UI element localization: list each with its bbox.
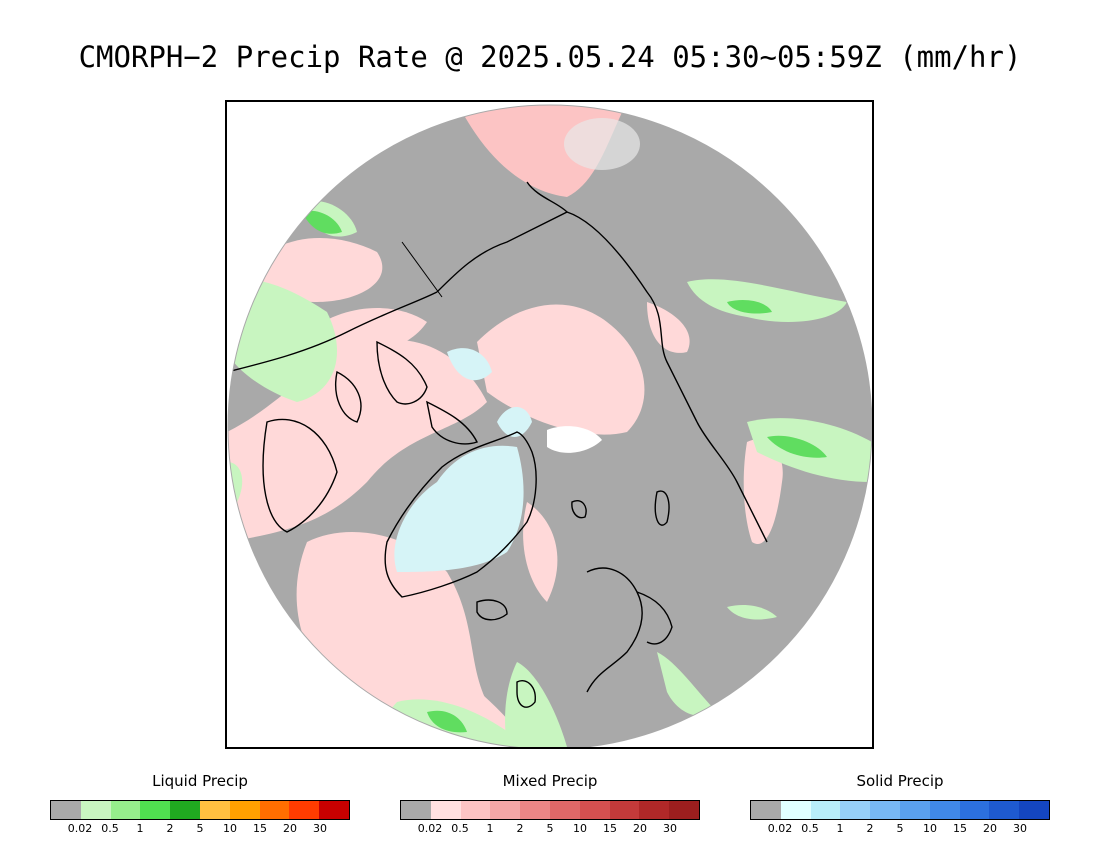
legend-swatch [549,801,580,819]
legend-swatch [199,801,230,819]
legend-tick-label: 5 [896,822,904,835]
pole-snow [547,426,602,453]
legend-swatch [460,801,491,819]
legend-ticks-solid: 0.02 0.5 1 2 5 10 15 20 30 [750,822,1050,836]
coastlines [228,181,768,708]
legend-swatch [669,801,699,819]
legend-swatch [110,801,141,819]
legend-swatch [639,801,670,819]
legend-tick-label: 0.02 [417,822,443,835]
legend-tick-label: 1 [836,822,844,835]
legend-tick-label: 30 [1013,822,1027,835]
legend-swatch [401,801,431,819]
legend-tick-label: 15 [253,822,267,835]
legend-ticks-liquid: 0.02 0.5 1 2 5 10 15 20 30 [50,822,350,836]
cloud-eddy [564,118,640,170]
legend-tick-label: 1 [486,822,494,835]
legend-tick-label: 10 [223,822,237,835]
legend-swatch [51,801,81,819]
legend-swatch [80,801,111,819]
legend-tick-label: 2 [516,822,524,835]
legend-ticks-mixed: 0.02 0.5 1 2 5 10 15 20 30 [400,822,700,836]
legend-tick-label: 0.5 [451,822,469,835]
legend-title-mixed: Mixed Precip [502,772,598,790]
legend-swatch [229,801,260,819]
legend-tick-label: 10 [923,822,937,835]
legend-tick-label: 15 [603,822,617,835]
legend-liquid: Liquid Precip 0.02 0.5 1 2 5 10 15 20 30 [50,772,350,842]
legend-swatch [609,801,640,819]
legend-swatch [319,801,349,819]
legend-tick-label: 5 [196,822,204,835]
legend-tick-label: 30 [313,822,327,835]
legend-colorbar-liquid [50,800,350,820]
legend-swatch [259,801,290,819]
legend-mixed: Mixed Precip 0.02 0.5 1 2 5 10 15 20 30 [400,772,700,842]
legend-tick-label: 10 [573,822,587,835]
legend-tick-label: 30 [663,822,677,835]
legend-tick-label: 20 [633,822,647,835]
legend-swatch [520,801,550,819]
legend-swatch [780,801,811,819]
legend-swatch [1019,801,1049,819]
legend-swatch [490,801,521,819]
legend-colorbar-solid [750,800,1050,820]
legend-swatch [579,801,610,819]
legend-swatch [430,801,461,819]
legend-swatch [810,801,841,819]
polar-precip-map [227,104,872,747]
map-disc-outline [227,104,872,747]
legend-title-liquid: Liquid Precip [152,772,248,790]
legend-swatch [170,801,200,819]
legend-colorbar-mixed [400,800,700,820]
legend-tick-label: 0.5 [101,822,119,835]
legend-swatch [289,801,320,819]
legend-title-solid: Solid Precip [856,772,944,790]
liquid-precip-moderate [302,210,827,733]
legend-tick-label: 1 [136,822,144,835]
map-title: CMORPH−2 Precip Rate @ 2025.05.24 05:30~… [78,40,1022,74]
legend-swatch [751,801,781,819]
legend-tick-label: 0.02 [67,822,93,835]
legend-swatch [899,801,930,819]
legend-swatch [959,801,990,819]
legend-tick-label: 15 [953,822,967,835]
boundary-line [401,241,443,298]
legend-tick-label: 20 [983,822,997,835]
legend-swatch [929,801,960,819]
legend-tick-label: 5 [546,822,554,835]
solid-precip-areas [394,348,532,572]
legend-tick-label: 2 [866,822,874,835]
legend-swatch [870,801,900,819]
legend-tick-label: 0.02 [767,822,793,835]
legend-solid: Solid Precip 0.02 0.5 1 2 5 10 15 20 30 [750,772,1050,842]
legend-tick-label: 0.5 [801,822,819,835]
legend-tick-label: 20 [283,822,297,835]
legend-swatch [840,801,871,819]
legend-swatch [140,801,171,819]
legend-swatch [989,801,1020,819]
map-frame [225,100,874,749]
legend-tick-label: 2 [166,822,174,835]
